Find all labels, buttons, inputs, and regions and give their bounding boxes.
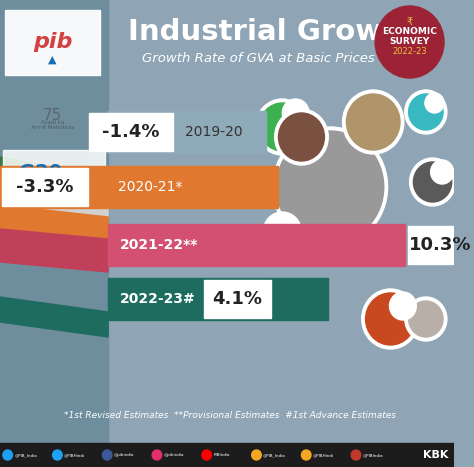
Bar [108,224,405,266]
Text: 75: 75 [43,107,62,122]
Text: 2019-20: 2019-20 [185,125,242,139]
Text: ▲: ▲ [48,55,57,65]
Text: *1st Revised Estimates  **Provisional Estimates  #1st Advance Estimates: *1st Revised Estimates **Provisional Est… [64,410,396,419]
Polygon shape [0,182,108,217]
Bar [408,226,473,264]
Circle shape [409,94,443,130]
Bar [0,166,277,208]
Text: Azadi ka
Amrit Mahotsav: Azadi ka Amrit Mahotsav [31,120,74,130]
Polygon shape [0,205,108,239]
Bar [204,280,271,318]
Text: @PIB_India: @PIB_India [14,453,37,457]
Text: 2020-21*: 2020-21* [118,180,182,194]
Text: SURVEY: SURVEY [390,36,430,45]
Circle shape [255,99,309,155]
Polygon shape [0,157,108,197]
Circle shape [202,450,211,460]
Circle shape [274,109,328,165]
Text: Industrial Growth: Industrial Growth [128,18,417,46]
Circle shape [3,450,12,460]
Text: -3.3%: -3.3% [16,178,74,196]
Text: PIBIndia: PIBIndia [213,453,230,457]
Text: KBK: KBK [423,450,449,460]
Bar [5,10,100,75]
Circle shape [409,301,443,337]
Text: @PIB_India: @PIB_India [263,453,286,457]
Circle shape [362,289,419,349]
Circle shape [53,450,62,460]
Text: @PIBIndia: @PIBIndia [363,453,383,457]
Polygon shape [0,229,108,272]
Text: @pibindia: @pibindia [164,453,184,457]
Circle shape [413,162,452,202]
Circle shape [276,131,384,243]
Bar [0,0,108,467]
Circle shape [259,103,305,151]
Circle shape [102,450,112,460]
Circle shape [365,293,415,345]
Text: pib: pib [33,32,73,52]
Circle shape [301,450,311,460]
Text: 2022-23: 2022-23 [392,47,427,56]
Text: @PIBHindi: @PIBHindi [313,453,334,457]
Bar [0,443,454,467]
Bar [3,150,105,200]
Circle shape [405,297,447,341]
Text: Growth Rate of GVA at Basic Prices: Growth Rate of GVA at Basic Prices [142,51,375,64]
Circle shape [279,113,324,161]
Circle shape [351,450,361,460]
Circle shape [431,160,454,184]
Circle shape [343,90,404,154]
Text: @PIBHindi: @PIBHindi [64,453,85,457]
Bar [89,113,173,151]
Circle shape [375,6,444,78]
Text: @pibindia: @pibindia [114,453,134,457]
Text: 4.1%: 4.1% [212,290,262,308]
Circle shape [405,90,447,134]
Polygon shape [0,297,108,337]
Text: -1.4%: -1.4% [102,123,160,141]
Circle shape [283,99,309,127]
Text: G20: G20 [19,163,62,183]
Circle shape [425,93,444,113]
Circle shape [346,94,400,150]
Text: ECONOMIC: ECONOMIC [382,28,437,36]
Bar [2,168,88,206]
Circle shape [263,212,301,252]
Circle shape [273,127,388,247]
Text: 10.3%: 10.3% [409,236,472,254]
Text: 2022-23#: 2022-23# [119,292,195,306]
Circle shape [410,158,456,206]
Circle shape [152,450,162,460]
Bar [108,278,328,320]
Circle shape [252,450,261,460]
Text: 2021-22**: 2021-22** [119,238,198,252]
Text: ₹: ₹ [406,17,413,27]
Bar [108,111,266,153]
Circle shape [390,292,416,320]
